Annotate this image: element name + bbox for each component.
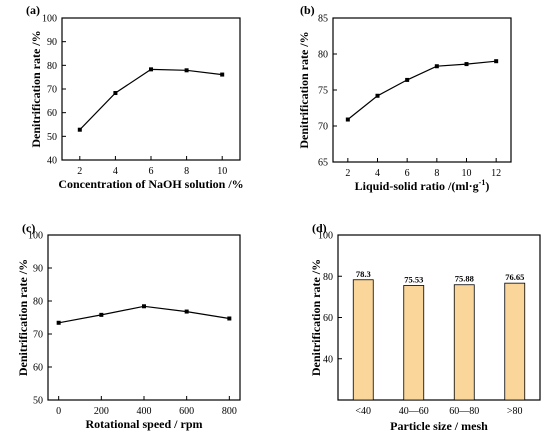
y-tick-label: 60	[323, 313, 333, 324]
data-label: 75.53	[404, 274, 423, 284]
x-axis-label: Particle size / mesh	[390, 419, 488, 433]
panel-label: (b)	[300, 3, 315, 17]
y-axis-label: Denitrification rate /%	[309, 259, 323, 376]
y-tick-label: 100	[28, 231, 43, 242]
y-tick-label: 70	[47, 85, 57, 96]
x-tick-label: 12	[491, 168, 501, 179]
x-tick-label: 40—60	[399, 406, 429, 417]
data-point	[142, 304, 146, 309]
y-tick-label: 60	[33, 363, 43, 374]
y-tick-label: 40	[323, 354, 333, 365]
y-tick-label: 90	[47, 37, 57, 48]
data-label: 76.65	[505, 272, 524, 282]
y-axis-label: Denitrification rate /%	[29, 30, 43, 147]
y-tick-label: 70	[33, 330, 43, 341]
x-tick-label: >80	[507, 406, 523, 417]
data-point	[184, 68, 189, 73]
x-tick-label: 60—80	[449, 406, 479, 417]
x-tick-label: <40	[355, 406, 371, 417]
data-point	[405, 77, 410, 82]
y-tick-label: 90	[33, 264, 43, 275]
data-point	[345, 117, 350, 122]
x-tick-label: 0	[56, 406, 61, 417]
series-line	[347, 60, 497, 120]
x-tick-label: 2	[345, 168, 350, 179]
plot-frame	[47, 234, 241, 401]
panel-label: (a)	[26, 3, 40, 17]
x-tick-label: 4	[375, 168, 380, 179]
panel-label: (d)	[312, 221, 327, 235]
x-axis-label: Liquid-solid ratio /(ml·g-1)	[355, 178, 490, 193]
y-tick-label: 80	[318, 50, 328, 61]
data-point	[113, 91, 118, 96]
x-tick-label: 800	[222, 406, 237, 417]
bar	[453, 284, 475, 401]
x-tick-label: 4	[113, 166, 118, 177]
plot-frame	[332, 17, 512, 163]
data-point	[434, 64, 439, 69]
data-point	[99, 312, 104, 317]
series-line	[58, 305, 230, 324]
chart-panel-4: (d) 40 60 80 100 <40 78.3 40—60 75.53 60—80 75.88 >…	[309, 221, 541, 433]
y-tick-label: 80	[47, 61, 57, 72]
x-tick-label: 8	[434, 168, 439, 179]
data-point	[77, 127, 82, 132]
plot-frame	[61, 17, 241, 161]
y-tick-label: 80	[33, 297, 43, 308]
data-point	[464, 62, 469, 67]
data-point	[494, 59, 499, 64]
data-point	[149, 67, 153, 72]
x-axis-label: Concentration of NaOH solution /%	[58, 177, 243, 191]
y-tick-label: 100	[318, 231, 333, 242]
y-axis-label: Denitrification rate /%	[16, 259, 30, 376]
x-tick-label: 600	[179, 406, 194, 417]
data-point	[220, 72, 225, 77]
chart-panel-3: (c) 50 60 70 80 90 100 0 200 400 600 800 Rotational …	[16, 221, 241, 431]
data-label: 78.3	[356, 269, 371, 279]
panel-label: (c)	[22, 221, 35, 235]
data-point	[375, 93, 380, 98]
x-tick-label: 400	[137, 406, 152, 417]
x-tick-label: 2	[77, 166, 82, 177]
bar	[504, 282, 526, 401]
x-axis-label: Rotational speed / rpm	[86, 417, 203, 431]
x-tick-label: 6	[149, 166, 154, 177]
y-axis-label: Denitrification rate /%	[297, 31, 311, 148]
x-tick-label: 8	[184, 166, 189, 177]
bar	[403, 285, 425, 401]
y-tick-label: 85	[318, 14, 328, 25]
x-tick-label: 10	[462, 168, 472, 179]
data-point	[227, 316, 232, 321]
bar	[352, 279, 374, 401]
y-tick-label: 80	[323, 272, 333, 283]
x-tick-label: 200	[94, 406, 109, 417]
data-label: 75.88	[455, 274, 474, 284]
y-tick-label: 50	[47, 132, 57, 143]
y-tick-label: 75	[318, 86, 328, 97]
y-tick-label: 50	[33, 396, 43, 407]
y-tick-label: 70	[318, 122, 328, 133]
y-tick-label: 100	[42, 14, 57, 25]
y-tick-label: 65	[318, 158, 328, 169]
y-tick-label: 40	[47, 156, 57, 167]
data-point	[184, 309, 189, 314]
series-line	[79, 68, 223, 131]
x-tick-label: 10	[217, 166, 227, 177]
x-tick-label: 6	[405, 168, 410, 179]
y-tick-label: 60	[47, 108, 57, 119]
data-point	[56, 320, 61, 325]
